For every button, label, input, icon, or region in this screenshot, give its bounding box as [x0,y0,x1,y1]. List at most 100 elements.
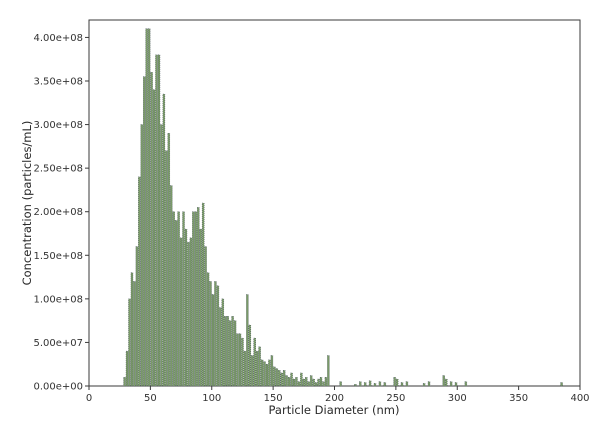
histogram-bar [324,377,328,387]
histogram-bar [275,368,279,387]
histogram-bar [273,366,276,387]
histogram-bar [449,381,453,387]
y-tick-label: 0.00e+00 [33,382,83,393]
x-tick-label: 250 [386,393,405,404]
histogram-bar [253,337,256,387]
histogram-bar [309,375,313,387]
histogram-bar [400,382,404,387]
histogram-bar [199,228,202,387]
histogram-bar [339,381,342,387]
histogram-bar [307,381,310,387]
histogram-bar [258,346,261,387]
histogram-bar [282,370,286,387]
histogram-bar [201,202,205,387]
histogram-bar [442,375,445,387]
histogram-bar [368,380,372,387]
histogram-bar [152,89,156,387]
histogram-bar [236,333,239,387]
x-tick-label: 350 [509,393,528,404]
histogram-bar [165,150,168,387]
histogram-bar [265,363,269,387]
x-tick-label: 100 [202,393,221,404]
histogram-bar [192,211,195,387]
x-tick-label: 300 [448,393,467,404]
histogram-bar [305,377,308,387]
histogram-bar [174,220,178,387]
histogram-bar [287,377,291,387]
histogram-bar [246,294,249,387]
x-tick-label: 0 [86,393,92,404]
y-tick-label: 1.50e+08 [33,251,83,262]
histogram-bar [359,381,362,387]
histogram-bar [233,320,237,387]
histogram-bar [130,272,134,387]
histogram-bar [184,228,188,387]
histogram-bar [395,378,399,387]
histogram-bar [248,324,252,387]
histogram-bar [231,316,234,387]
histogram-bar [319,377,323,387]
histogram-bar [297,381,301,387]
histogram-bar [169,185,173,387]
histogram-bar [280,372,283,387]
histogram-bar [427,381,431,387]
x-axis-title: Particle Diameter (nm) [269,403,400,417]
histogram-bar [150,72,153,387]
x-tick-label: 150 [264,393,283,404]
histogram-bar [204,246,207,387]
y-axis-title: Concentration (particles/mL) [20,121,34,286]
histogram-bar [243,350,247,387]
histogram-bar [393,377,396,387]
y-tick-label: 2.50e+08 [33,164,83,175]
histogram-bar [135,246,139,387]
histogram-bar [363,382,367,387]
histogram-bar [383,382,387,387]
histogram-bar [138,176,141,387]
histogram-bar [140,124,144,387]
histogram-bar [422,383,426,387]
histogram-bar [464,381,468,387]
histogram-bar [221,298,225,387]
histogram-bar [317,378,320,387]
histogram-bar [302,378,306,387]
histogram-bar [228,320,232,387]
y-tick-label: 1.00e+08 [33,294,83,305]
histogram-bar [209,281,212,387]
histogram-bar [270,355,274,387]
histogram-bar [133,281,136,387]
histogram-bar [197,207,200,387]
histogram-bar [251,355,254,387]
histogram-bar [189,237,193,387]
histogram-bar [327,355,330,387]
histogram-bar [187,241,190,387]
histogram-bar [182,211,185,387]
histogram-bar [194,211,198,387]
x-axis-ticks: 0 50 100 150 200 250 300 350 400 [86,386,590,404]
histogram-bar [123,377,126,387]
histogram-bar [241,337,244,387]
x-tick-label: 200 [325,393,344,404]
histogram-bar [314,382,318,387]
histogram-bar [216,285,220,387]
histogram-bar [214,281,217,387]
x-tick-label: 400 [570,393,589,404]
histogram-bar [142,76,146,387]
y-tick-label: 2.00e+08 [33,207,83,218]
histogram-bar [177,211,180,387]
histogram-bar [290,372,293,387]
histogram-bar [560,382,563,387]
histogram-bar [179,237,183,387]
histogram-bar [206,272,210,387]
histogram-bar [312,378,315,387]
y-tick-label: 4.00e+08 [33,33,83,44]
histogram-bar [128,298,131,387]
bars-group [123,28,563,387]
histogram-bar [300,372,303,387]
histogram-bar [255,350,259,387]
histogram-bar [378,381,382,387]
histogram-bar [147,28,151,387]
histogram-bar [219,307,222,387]
histogram-bar [263,361,266,387]
